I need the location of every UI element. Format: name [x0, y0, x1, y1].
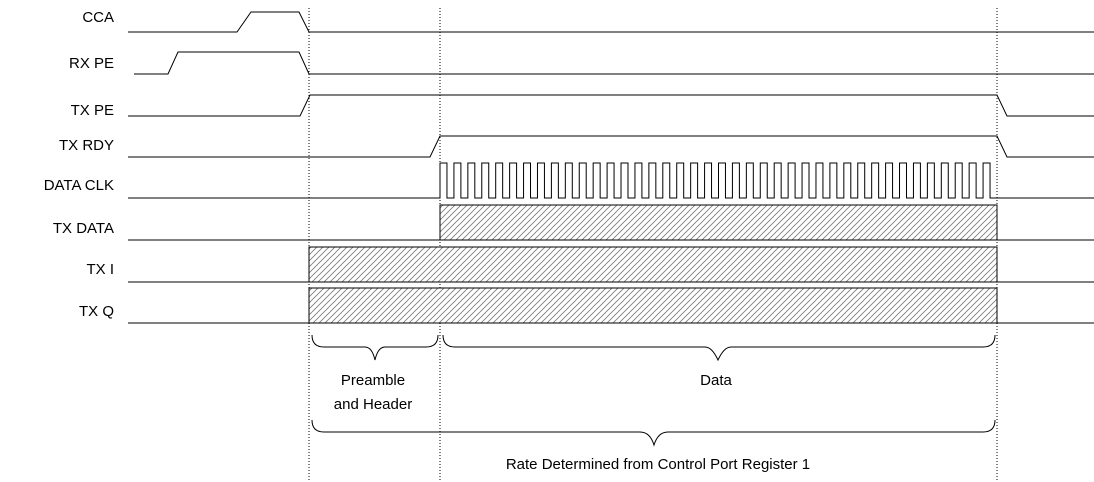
signal-label-data-clk: DATA CLK: [44, 177, 114, 194]
signal-label-tx-i: TX I: [86, 261, 114, 278]
tx-q-hatched-region: [308, 287, 998, 324]
tx-i-hatched-region: [308, 246, 998, 283]
preamble-label-line2: and Header: [334, 396, 412, 413]
waveform-rx-pe: [134, 51, 1094, 75]
data-label: Data: [700, 372, 732, 389]
preamble-brace: [311, 334, 439, 361]
signal-label-cca: CCA: [82, 9, 114, 26]
waveform-data-clk: [128, 162, 1094, 199]
rate-brace: [311, 419, 996, 447]
rate-label: Rate Determined from Control Port Regist…: [506, 456, 810, 473]
waveform-cca: [128, 11, 1094, 33]
signal-label-tx-rdy: TX RDY: [59, 137, 114, 154]
tx-data-hatched-region: [439, 204, 998, 241]
signal-label-tx-pe: TX PE: [71, 102, 114, 119]
data-brace: [442, 334, 996, 362]
waveform-tx-rdy: [128, 135, 1094, 158]
signal-label-rx-pe: RX PE: [69, 55, 114, 72]
waveform-tx-pe: [128, 94, 1094, 117]
preamble-label-line1: Preamble: [341, 372, 405, 389]
signal-label-tx-data: TX DATA: [53, 220, 114, 237]
signal-label-tx-q: TX Q: [79, 303, 114, 320]
